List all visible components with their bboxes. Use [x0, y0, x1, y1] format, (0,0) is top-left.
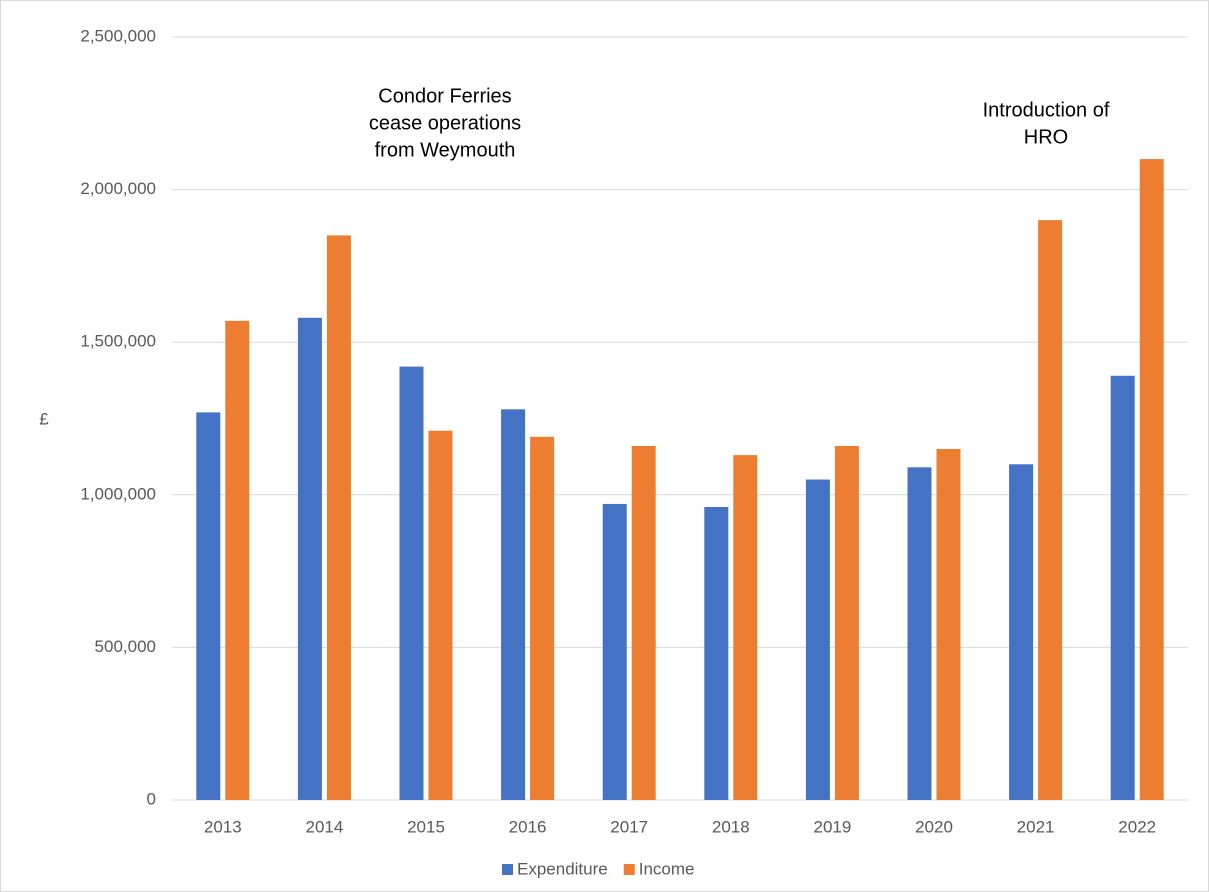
bar: [428, 430, 453, 800]
annotation: Introduction of: [983, 99, 1110, 121]
annotation: cease operations: [369, 112, 521, 134]
bar: [907, 467, 932, 800]
bar: [297, 317, 322, 800]
y-tick-label: 1,500,000: [80, 332, 156, 351]
y-tick-label: 2,000,000: [80, 179, 156, 198]
x-tick-label: 2015: [407, 817, 445, 836]
annotation: HRO: [1024, 126, 1068, 148]
bar: [704, 507, 729, 800]
y-tick-label: 2,500,000: [80, 26, 156, 45]
bar: [733, 455, 758, 800]
bar: [1038, 220, 1063, 800]
y-tick-label: 500,000: [95, 637, 156, 656]
bar: [225, 320, 250, 800]
bar: [399, 366, 424, 800]
bar: [530, 436, 555, 800]
x-tick-label: 2019: [813, 817, 851, 836]
x-tick-label: 2016: [509, 817, 547, 836]
x-tick-label: 2020: [915, 817, 953, 836]
bar: [196, 412, 221, 800]
y-axis-label: £: [39, 409, 49, 428]
bar: [936, 449, 961, 800]
bar: [1110, 375, 1135, 800]
annotation: from Weymouth: [375, 139, 516, 161]
bar: [834, 445, 859, 800]
legend-label: Income: [639, 859, 695, 878]
x-tick-label: 2018: [712, 817, 750, 836]
y-tick-label: 1,000,000: [80, 484, 156, 503]
legend-label: Expenditure: [517, 859, 608, 878]
x-tick-label: 2017: [610, 817, 648, 836]
x-tick-label: 2022: [1118, 817, 1156, 836]
bar: [602, 503, 627, 800]
x-tick-label: 2013: [204, 817, 242, 836]
annotation: Condor Ferries: [378, 85, 511, 107]
bar: [501, 409, 526, 800]
x-tick-label: 2021: [1017, 817, 1055, 836]
y-tick-label: 0: [147, 789, 156, 808]
bar: [1009, 464, 1034, 800]
bar: [326, 235, 351, 800]
bar: [1139, 159, 1164, 800]
legend-swatch: [623, 864, 635, 875]
bar: [631, 445, 656, 800]
bar: [805, 479, 830, 800]
x-tick-label: 2014: [305, 817, 343, 836]
legend-swatch: [502, 864, 513, 875]
